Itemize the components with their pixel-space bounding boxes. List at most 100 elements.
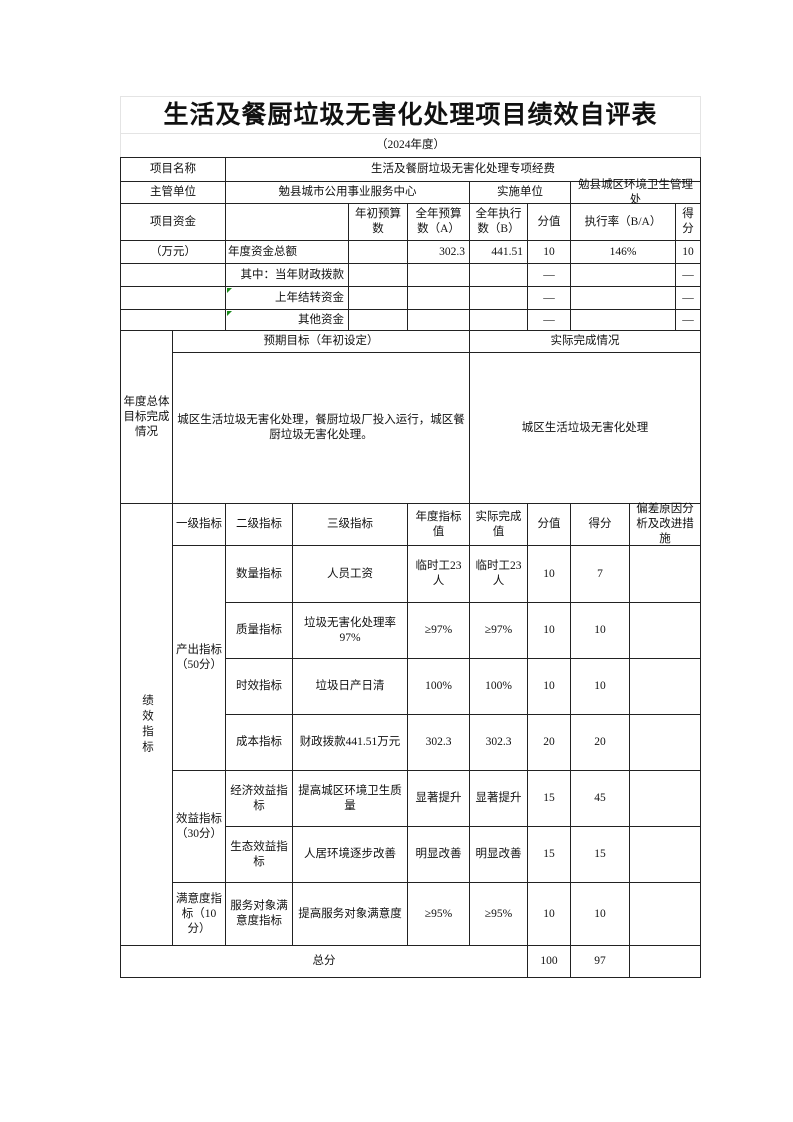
indicator-deviation (629, 826, 701, 883)
indicator-score-value: 20 (527, 714, 571, 771)
indicators-label: 绩效指标 (120, 503, 173, 946)
funds-row-label: 年度资金总额 (225, 240, 349, 264)
indicator-score-value: 15 (527, 770, 571, 827)
indicator-actual: 明显改善 (469, 826, 528, 883)
funds-header: 全年预算数（A） (407, 203, 470, 241)
goals-expected-header: 预期目标（年初设定） (172, 330, 470, 353)
indicator-level3: 垃圾日产日清 (292, 658, 408, 715)
indicator-target: 302.3 (407, 714, 470, 771)
indicator-target: 临时工23人 (407, 545, 470, 603)
funds-unit: （万元） (120, 240, 226, 264)
indicator-actual: ≥97% (469, 602, 528, 659)
indicator-level3: 提高服务对象满意度 (292, 882, 408, 946)
funds-row-label: 其他资金 (225, 309, 349, 331)
indicator-header: 三级指标 (292, 503, 408, 546)
indicator-level2: 时效指标 (225, 658, 293, 715)
indicator-level2: 数量指标 (225, 545, 293, 603)
indicator-deviation (629, 545, 701, 603)
indicator-level2: 经济效益指标 (225, 770, 293, 827)
indicator-target: ≥97% (407, 602, 470, 659)
indicator-score: 15 (570, 826, 630, 883)
indicator-actual: ≥95% (469, 882, 528, 946)
indicator-deviation (629, 714, 701, 771)
funds-header: 分值 (527, 203, 571, 241)
funds-cell (570, 286, 676, 310)
supervisor-label: 主管单位 (120, 181, 226, 204)
indicator-score: 10 (570, 882, 630, 946)
indicator-level2: 质量指标 (225, 602, 293, 659)
sheet-title: 生活及餐厨垃圾无害化处理项目绩效自评表 (120, 96, 701, 134)
funds-cell (407, 286, 470, 310)
goals-actual-text: 城区生活垃圾无害化处理 (469, 352, 701, 504)
indicator-header: 一级指标 (172, 503, 226, 546)
indicator-header: 得分 (570, 503, 630, 546)
indicator-deviation (629, 658, 701, 715)
funds-cell: — (527, 286, 571, 310)
indicator-score: 10 (570, 602, 630, 659)
funds-header: 得分 (675, 203, 701, 241)
funds-cell: 10 (675, 240, 701, 264)
funds-blank-header (225, 203, 349, 241)
funds-cell: — (527, 309, 571, 331)
indicator-level2: 成本指标 (225, 714, 293, 771)
indicator-level1: 效益指标（30分） (172, 770, 226, 883)
error-marker-icon (227, 311, 232, 316)
indicator-header: 分值 (527, 503, 571, 546)
indicator-level2: 生态效益指标 (225, 826, 293, 883)
funds-cell: — (675, 263, 701, 287)
funds-blank (120, 263, 226, 287)
funds-cell (570, 263, 676, 287)
goals-actual-header: 实际完成情况 (469, 330, 701, 353)
funds-cell (469, 309, 528, 331)
funds-cell (469, 263, 528, 287)
funds-cell: — (527, 263, 571, 287)
funds-cell: 441.51 (469, 240, 528, 264)
indicator-score: 20 (570, 714, 630, 771)
project-name-value: 生活及餐厨垃圾无害化处理专项经费 (225, 157, 701, 182)
indicator-header: 二级指标 (225, 503, 293, 546)
indicator-level3: 人员工资 (292, 545, 408, 603)
funds-cell: — (675, 286, 701, 310)
indicator-actual: 100% (469, 658, 528, 715)
funds-cell (407, 309, 470, 331)
funds-cell (348, 263, 408, 287)
funds-cell (348, 240, 408, 264)
indicator-deviation (629, 882, 701, 946)
funds-cell (407, 263, 470, 287)
indicator-actual: 显著提升 (469, 770, 528, 827)
indicator-level1: 产出指标（50分） (172, 545, 226, 771)
indicator-level3: 人居环境逐步改善 (292, 826, 408, 883)
project-name-label: 项目名称 (120, 157, 226, 182)
funds-header: 执行率（B/A） (570, 203, 676, 241)
indicator-actual: 临时工23人 (469, 545, 528, 603)
funds-blank (120, 286, 226, 310)
goals-label: 年度总体目标完成情况 (120, 330, 173, 504)
indicator-level2: 服务对象满意度指标 (225, 882, 293, 946)
supervisor-value: 勉县城市公用事业服务中心 (225, 181, 470, 204)
total-score: 97 (570, 945, 630, 978)
funds-header: 全年执行数（B） (469, 203, 528, 241)
funds-header: 年初预算数 (348, 203, 408, 241)
indicator-score-value: 15 (527, 826, 571, 883)
funds-blank (120, 309, 226, 331)
indicator-deviation (629, 602, 701, 659)
indicator-deviation (629, 770, 701, 827)
goals-expected-text: 城区生活垃圾无害化处理，餐厨垃圾厂投入运行，城区餐厨垃圾无害化处理。 (172, 352, 470, 504)
indicator-header: 实际完成值 (469, 503, 528, 546)
total-score-value: 100 (527, 945, 571, 978)
indicator-target: 100% (407, 658, 470, 715)
indicator-level3: 垃圾无害化处理率97% (292, 602, 408, 659)
total-label: 总分 (120, 945, 528, 978)
sheet-subtitle: （2024年度） (120, 133, 701, 158)
indicator-actual: 302.3 (469, 714, 528, 771)
funds-cell (570, 309, 676, 331)
indicator-level1: 满意度指标（10分） (172, 882, 226, 946)
funds-row-label: 上年结转资金 (225, 286, 349, 310)
indicator-score-value: 10 (527, 658, 571, 715)
implementer-label: 实施单位 (469, 181, 571, 204)
funds-label: 项目资金 (120, 203, 226, 241)
indicator-header: 年度指标值 (407, 503, 470, 546)
funds-cell: 10 (527, 240, 571, 264)
indicator-score-value: 10 (527, 545, 571, 603)
